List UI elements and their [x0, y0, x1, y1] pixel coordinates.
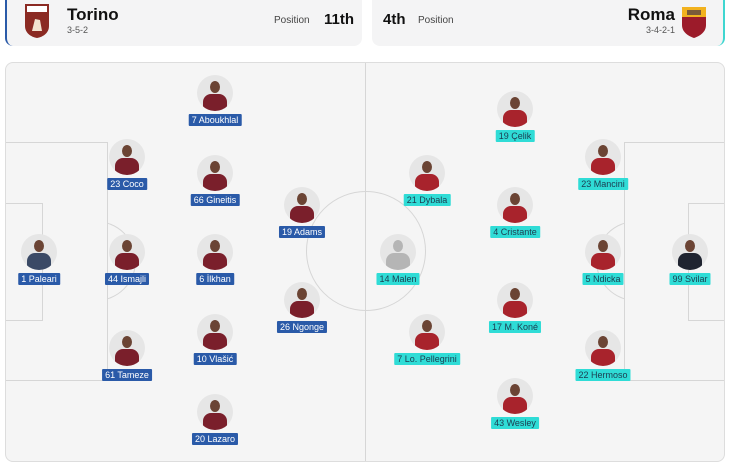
- player-name-label[interactable]: 23 Mancini: [578, 178, 628, 190]
- home-position-value: 11th: [324, 11, 355, 28]
- player-name-label[interactable]: 4 Cristante: [490, 226, 540, 238]
- player-name-label[interactable]: 23 Coco: [107, 178, 147, 190]
- player-name-label[interactable]: 7 Aboukhlal: [188, 114, 242, 126]
- torino-crest-icon: [25, 4, 49, 38]
- home-position-label: Position: [274, 15, 310, 26]
- away-formation: 3-4-2-1: [645, 25, 675, 35]
- player-photo[interactable]: [284, 282, 320, 318]
- player-photo[interactable]: [497, 91, 533, 127]
- player-name-label[interactable]: 6 İlkhan: [196, 273, 234, 285]
- player-name-label[interactable]: 26 Ngonge: [276, 321, 328, 333]
- player-photo[interactable]: [197, 314, 233, 350]
- away-position-value: 4th: [383, 11, 406, 28]
- player-name-label[interactable]: 22 Hermoso: [575, 369, 631, 381]
- player-photo[interactable]: [197, 234, 233, 270]
- player-photo[interactable]: [409, 314, 445, 350]
- player-name-label[interactable]: 17 M. Koné: [488, 321, 542, 333]
- player-photo[interactable]: [21, 234, 57, 270]
- home-team-name[interactable]: Torino: [67, 5, 119, 24]
- player-name-label[interactable]: 19 Adams: [278, 226, 326, 238]
- roma-crest-icon: [682, 7, 706, 38]
- player-photo[interactable]: [109, 330, 145, 366]
- player-photo[interactable]: [409, 155, 445, 191]
- player-photo[interactable]: [380, 234, 416, 270]
- player-name-label[interactable]: 7 Lo. Pellegrini: [394, 353, 460, 365]
- player-photo[interactable]: [497, 282, 533, 318]
- player-name-label[interactable]: 10 Vlašić: [193, 353, 237, 365]
- player-photo[interactable]: [109, 139, 145, 175]
- home-penalty-box: [6, 142, 108, 381]
- player-photo[interactable]: [197, 155, 233, 191]
- player-name-label[interactable]: 14 Malen: [376, 273, 420, 285]
- home-team-card: Torino 3-5-2 Position 11th: [5, 0, 362, 46]
- center-circle: [306, 191, 426, 311]
- home-formation: 3-5-2: [67, 25, 89, 35]
- player-photo[interactable]: [497, 187, 533, 223]
- away-team-card: 4th Position Roma 3-4-2-1: [372, 0, 725, 46]
- player-name-label[interactable]: 43 Wesley: [491, 417, 539, 429]
- away-position-label: Position: [418, 15, 454, 26]
- player-photo[interactable]: [197, 394, 233, 430]
- player-name-label[interactable]: 99 Svilar: [669, 273, 711, 285]
- player-name-label[interactable]: 20 Lazaro: [191, 433, 239, 445]
- player-photo[interactable]: [284, 187, 320, 223]
- player-photo[interactable]: [585, 234, 621, 270]
- away-team-name[interactable]: Roma: [627, 5, 675, 24]
- player-photo[interactable]: [497, 378, 533, 414]
- player-name-label[interactable]: 19 Çelik: [495, 130, 535, 142]
- player-photo[interactable]: [109, 234, 145, 270]
- player-photo[interactable]: [585, 139, 621, 175]
- player-name-label[interactable]: 44 Ismajli: [104, 273, 150, 285]
- player-name-label[interactable]: 21 Dybala: [403, 194, 451, 206]
- player-photo[interactable]: [585, 330, 621, 366]
- away-penalty-box: [624, 142, 724, 381]
- player-name-label[interactable]: 61 Tameze: [102, 369, 152, 381]
- player-name-label[interactable]: 5 Ndicka: [582, 273, 624, 285]
- player-photo[interactable]: [672, 234, 708, 270]
- player-photo[interactable]: [197, 75, 233, 111]
- player-name-label[interactable]: 66 Gineitis: [190, 194, 240, 206]
- player-name-label[interactable]: 1 Paleari: [18, 273, 60, 285]
